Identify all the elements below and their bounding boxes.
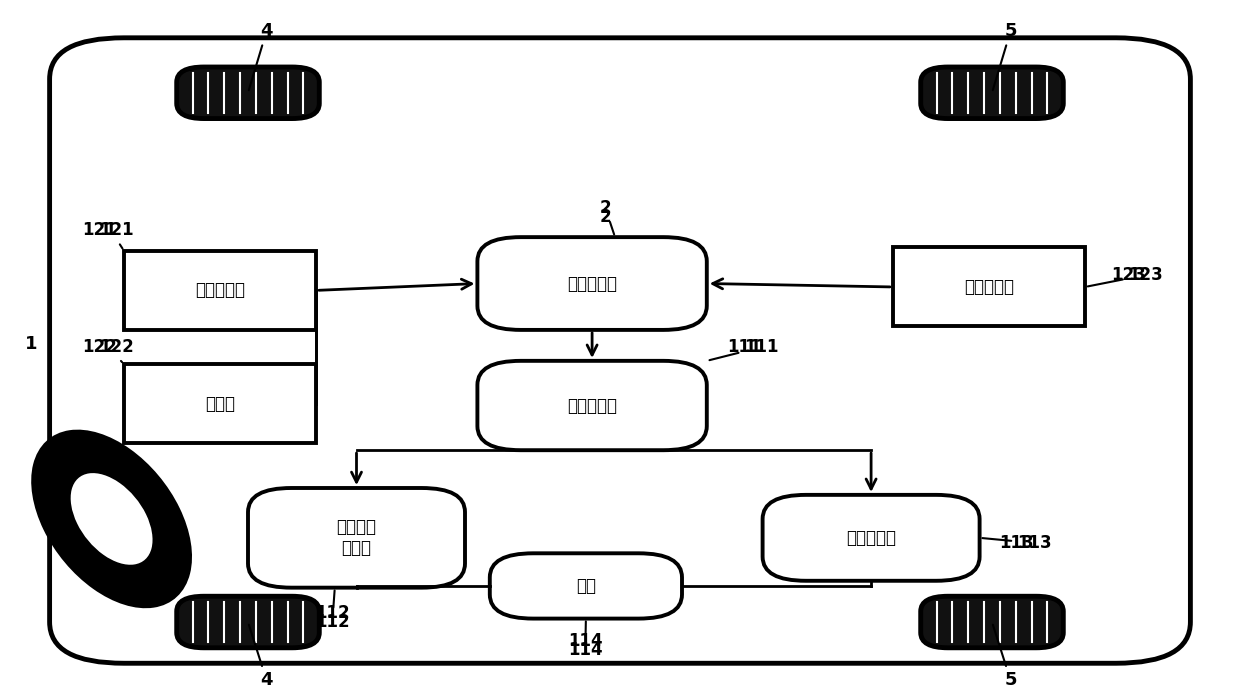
Text: 113: 113 — [999, 534, 1034, 552]
Text: 123: 123 — [1111, 266, 1146, 284]
Text: 电机控制器: 电机控制器 — [846, 529, 897, 547]
Text: 1: 1 — [25, 334, 37, 352]
Text: 5: 5 — [993, 22, 1017, 90]
Text: 122: 122 — [99, 338, 134, 356]
Bar — [124, 364, 316, 444]
FancyBboxPatch shape — [248, 488, 465, 587]
Text: 121: 121 — [82, 221, 123, 249]
FancyBboxPatch shape — [477, 237, 707, 330]
FancyBboxPatch shape — [177, 67, 320, 119]
Text: 伺服电机
控制器: 伺服电机 控制器 — [336, 518, 377, 557]
FancyBboxPatch shape — [490, 553, 682, 618]
Ellipse shape — [33, 432, 190, 606]
FancyBboxPatch shape — [920, 67, 1063, 119]
Text: 电池: 电池 — [575, 577, 596, 595]
FancyBboxPatch shape — [50, 38, 1190, 663]
Text: 121: 121 — [99, 221, 134, 239]
Text: 114: 114 — [568, 621, 603, 659]
Ellipse shape — [68, 471, 155, 567]
Text: 2: 2 — [599, 198, 614, 234]
FancyBboxPatch shape — [177, 596, 320, 647]
Bar — [893, 247, 1085, 326]
Text: 定位传感器: 定位传感器 — [963, 278, 1014, 296]
Text: 113: 113 — [982, 534, 1052, 552]
Text: 114: 114 — [568, 632, 603, 650]
FancyBboxPatch shape — [763, 495, 980, 581]
Text: 122: 122 — [82, 338, 122, 362]
Text: 中央控制器: 中央控制器 — [567, 274, 618, 292]
Text: 摄像头: 摄像头 — [205, 395, 236, 413]
Text: 4: 4 — [249, 625, 273, 690]
Text: 下位控制器: 下位控制器 — [567, 397, 618, 415]
Text: 112: 112 — [315, 604, 350, 622]
FancyBboxPatch shape — [920, 596, 1063, 647]
Text: 123: 123 — [1087, 266, 1163, 286]
Text: 2: 2 — [599, 207, 611, 225]
Text: 111: 111 — [709, 338, 779, 360]
Bar — [124, 251, 316, 330]
Text: 112: 112 — [315, 590, 350, 631]
Text: 惯性传感器: 惯性传感器 — [195, 281, 246, 299]
Text: 5: 5 — [993, 625, 1017, 690]
Text: 4: 4 — [249, 22, 273, 90]
Text: 111: 111 — [727, 338, 761, 356]
FancyBboxPatch shape — [477, 361, 707, 451]
